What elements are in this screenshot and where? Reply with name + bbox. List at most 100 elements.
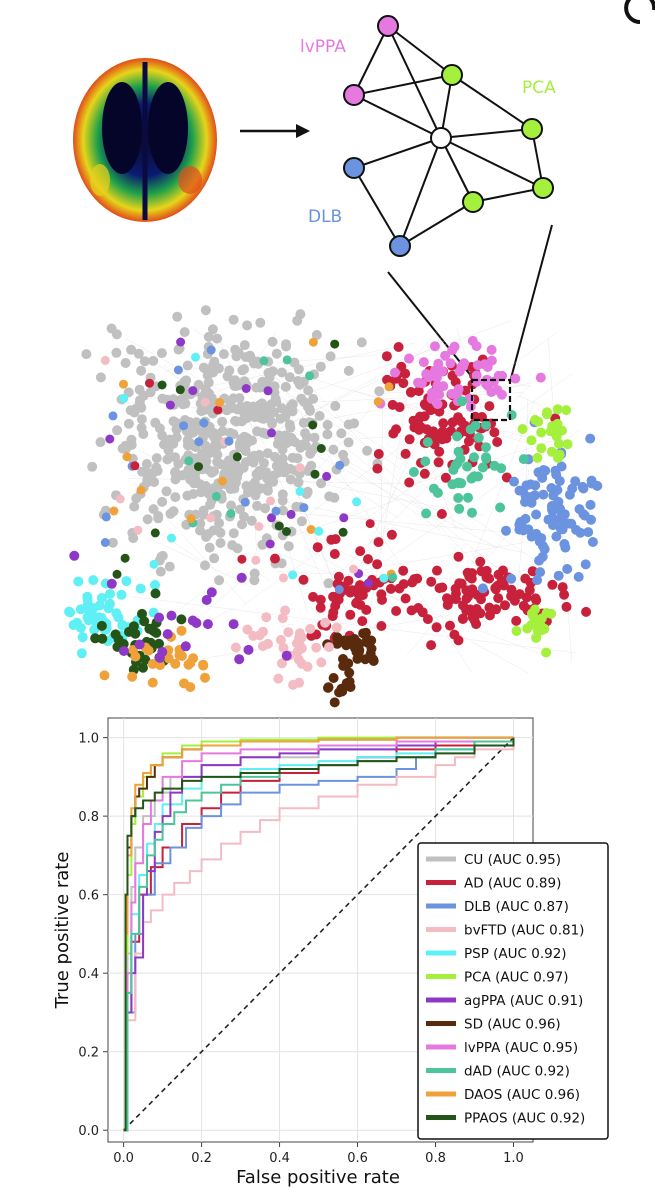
graph-node [295, 309, 306, 320]
graph-node [94, 612, 105, 623]
graph-node [381, 351, 392, 362]
graph-node [280, 605, 291, 616]
graph-node [112, 569, 122, 579]
graph-node [484, 401, 495, 412]
graph-node [442, 593, 452, 604]
graph-node [326, 534, 337, 545]
graph-node [451, 594, 461, 605]
graph-node [207, 324, 218, 335]
graph-node [531, 632, 542, 643]
graph-edge [525, 398, 528, 489]
graph-node [315, 602, 326, 613]
graph-node [194, 462, 203, 472]
x-tick-label: 1.0 [503, 1151, 524, 1166]
graph-node [233, 403, 244, 414]
graph-node [354, 580, 365, 591]
graph-node [218, 349, 229, 360]
graph-node [450, 460, 461, 471]
graph-node [225, 427, 236, 438]
graph-node [254, 450, 265, 460]
graph-node [461, 585, 472, 596]
graph-node [414, 424, 425, 435]
graph-node [419, 468, 430, 479]
graph-node [316, 478, 327, 489]
graph-node [283, 432, 294, 443]
network-edge [353, 25, 389, 96]
graph-node [349, 564, 358, 574]
graph-node [117, 443, 128, 454]
graph-edge [277, 571, 483, 581]
graph-node [156, 348, 167, 359]
graph-node [302, 401, 313, 412]
graph-node [287, 406, 298, 417]
graph-node [277, 495, 288, 506]
graph-node [134, 639, 145, 650]
graph-edge [125, 338, 473, 531]
graph-node [394, 402, 405, 413]
graph-node [293, 654, 304, 665]
graph-node [546, 483, 557, 493]
graph-edge [363, 430, 579, 576]
network-edge [399, 137, 442, 247]
graph-node [404, 477, 415, 488]
graph-node [126, 344, 137, 355]
graph-node [209, 553, 220, 564]
graph-edge [193, 329, 535, 560]
graph-node [361, 604, 372, 615]
graph-node [302, 432, 312, 442]
graph-node [453, 551, 464, 562]
graph-node [404, 434, 415, 445]
graph-node [295, 641, 306, 652]
graph-node [151, 453, 162, 464]
graph-node [466, 473, 477, 484]
graph-node [96, 620, 107, 631]
graph-node [90, 633, 101, 644]
graph-node [162, 454, 173, 465]
network-edge [440, 128, 533, 139]
graph-node [227, 540, 238, 551]
graph-node [481, 442, 491, 453]
graph-node [179, 678, 189, 689]
graph-node [426, 640, 437, 651]
graph-node [161, 486, 172, 497]
graph-node [109, 506, 119, 516]
graph-node [199, 426, 210, 437]
graph-node [528, 610, 538, 621]
graph-node [422, 614, 433, 625]
graph-node [400, 593, 411, 604]
graph-node [206, 513, 216, 523]
graph-node [302, 661, 313, 672]
graph-node [496, 575, 507, 586]
graph-node [233, 380, 244, 391]
graph-node [467, 507, 477, 518]
graph-node [435, 382, 446, 392]
graph-node [439, 431, 449, 441]
graph-node [203, 331, 214, 342]
graph-node [164, 561, 175, 572]
graph-node [343, 419, 354, 430]
graph-node [557, 582, 568, 593]
graph-node [458, 361, 469, 372]
graph-node [274, 521, 284, 531]
graph-node [249, 575, 260, 586]
graph-node [316, 444, 326, 453]
graph-node [373, 449, 384, 459]
graph-node [553, 570, 564, 581]
graph-node [208, 483, 219, 494]
graph-node [328, 591, 339, 602]
graph-node [422, 437, 433, 448]
graph-node [379, 573, 389, 583]
graph-node [585, 433, 596, 444]
graph-node [536, 427, 547, 438]
graph-node [295, 463, 305, 473]
graph-node [465, 401, 476, 412]
graph-node [322, 419, 333, 430]
graph-node [226, 462, 237, 473]
graph-node [228, 314, 239, 325]
graph-node [97, 633, 108, 644]
graph-node [128, 533, 139, 544]
graph-node [277, 444, 288, 455]
graph-node [352, 653, 363, 664]
graph-node [355, 546, 366, 557]
